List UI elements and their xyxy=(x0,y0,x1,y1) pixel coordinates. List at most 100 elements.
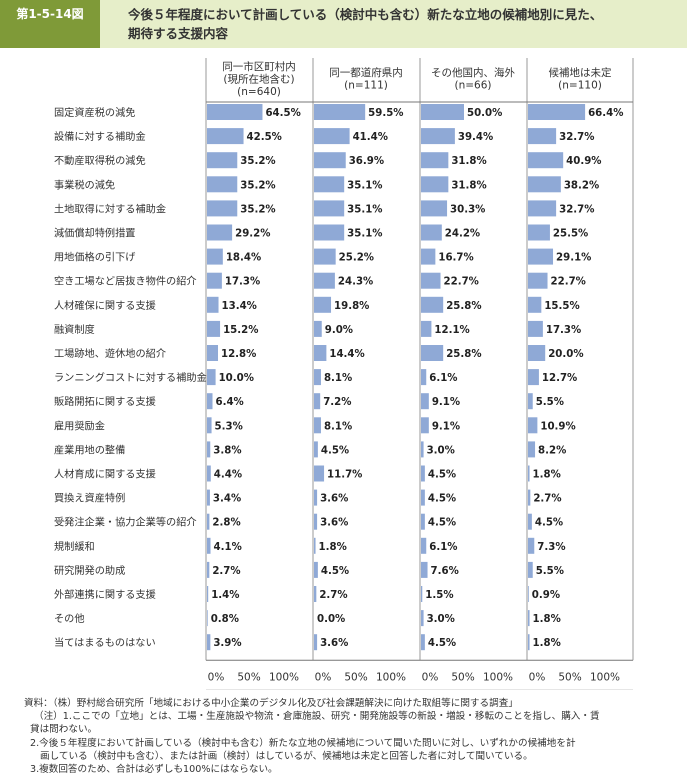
bar-r2-s2 xyxy=(314,128,350,145)
value-label-r12-s4: 12.7% xyxy=(542,373,577,384)
value-label-r3-s4: 40.9% xyxy=(566,156,601,167)
figure-title-line-2: 期待する支援内容 xyxy=(128,26,229,41)
value-label-r23-s2: 3.6% xyxy=(320,638,348,649)
category-label-11: 工場跡地、遊休地の紹介 xyxy=(54,347,166,360)
value-label-r7-s4: 29.1% xyxy=(556,253,591,264)
bar-r17-s2 xyxy=(314,489,318,506)
value-label-r19-s2: 1.8% xyxy=(319,542,347,553)
category-label-15: 産業用地の整備 xyxy=(54,443,125,456)
bar-r2-s4 xyxy=(528,128,557,145)
category-label-8: 空き工場など居抜き物件の紹介 xyxy=(54,275,197,288)
value-label-r13-s4: 5.5% xyxy=(536,397,564,408)
bar-r6-s3 xyxy=(421,224,442,241)
series-header-3-line-2: (n=66) xyxy=(454,80,491,92)
value-label-r17-s4: 2.7% xyxy=(533,494,561,505)
figure-label: 第1-5-14図 xyxy=(0,0,100,48)
bar-r11-s1 xyxy=(207,345,219,361)
x-tick-2-1: 0% xyxy=(315,671,332,683)
bar-r7-s4 xyxy=(528,248,554,265)
value-label-r3-s2: 36.9% xyxy=(349,156,384,167)
bar-r21-s1 xyxy=(207,586,209,602)
value-label-r5-s3: 30.3% xyxy=(450,204,485,215)
x-tick-3-2: 50% xyxy=(451,671,474,683)
value-label-r10-s3: 12.1% xyxy=(434,325,469,336)
bar-r23-s4 xyxy=(528,634,530,651)
value-label-r17-s3: 4.5% xyxy=(428,494,456,505)
bar-r21-s3 xyxy=(421,586,423,602)
bar-r23-s3 xyxy=(421,634,425,651)
value-label-r12-s3: 6.1% xyxy=(429,373,457,384)
category-label-9: 人材確保に関する支援 xyxy=(54,299,156,312)
bar-r16-s1 xyxy=(207,465,211,482)
series-header-2-line-2: (n=111) xyxy=(344,80,388,92)
figure-header: 第1-5-14図 今後５年程度において計画している（検討中も含む）新たな立地の候… xyxy=(0,0,687,48)
bar-r20-s3 xyxy=(421,561,428,578)
value-label-r5-s1: 35.2% xyxy=(240,204,275,215)
category-label-23: 当てはまるものはない xyxy=(54,636,156,649)
bar-r20-s4 xyxy=(528,561,533,578)
value-label-r15-s2: 4.5% xyxy=(321,445,349,456)
bar-r12-s1 xyxy=(207,369,216,386)
bar-r7-s1 xyxy=(207,248,223,265)
bar-r1-s2 xyxy=(314,104,366,120)
x-tick-3-3: 100% xyxy=(483,671,513,683)
bar-r19-s2 xyxy=(314,537,316,554)
bar-r11-s3 xyxy=(421,345,444,361)
bar-r5-s3 xyxy=(421,200,448,217)
x-tick-4-1: 0% xyxy=(529,671,546,683)
value-label-r8-s2: 24.3% xyxy=(338,277,373,288)
bar-r19-s1 xyxy=(207,537,211,554)
value-label-r13-s3: 9.1% xyxy=(432,397,460,408)
value-label-r19-s3: 6.1% xyxy=(429,542,457,553)
note-2b: 画している（検討中も含む）、または計画（検討）はしているが、候補地は未定と回答し… xyxy=(40,750,533,762)
series-header-1-line-3: (n=640) xyxy=(237,86,281,98)
note-3: 3.複数回答のため、合計は必ずしも100%にはならない。 xyxy=(30,764,278,776)
category-label-21: 外部連携に関する支援 xyxy=(54,588,156,601)
value-label-r15-s1: 3.8% xyxy=(213,445,241,456)
bar-r13-s1 xyxy=(207,393,213,410)
category-label-7: 用地価格の引下げ xyxy=(54,251,136,264)
bar-r5-s2 xyxy=(314,200,345,217)
value-label-r4-s4: 38.2% xyxy=(564,180,599,191)
bar-r15-s2 xyxy=(314,441,318,458)
value-label-r8-s3: 22.7% xyxy=(444,277,479,288)
bar-r10-s2 xyxy=(314,320,322,337)
bar-r8-s1 xyxy=(207,272,222,289)
bar-r4-s3 xyxy=(421,176,449,193)
value-label-r18-s2: 3.6% xyxy=(320,518,348,529)
category-label-18: 受発注企業・協力企業等の紹介 xyxy=(54,516,197,529)
value-label-r10-s2: 9.0% xyxy=(325,325,353,336)
series-header-2-line-1: 同一都道府県内 xyxy=(329,66,403,79)
value-label-r18-s1: 2.8% xyxy=(212,518,240,529)
value-label-r20-s4: 5.5% xyxy=(536,566,564,577)
bar-r5-s1 xyxy=(207,200,238,217)
bar-r21-s2 xyxy=(314,586,317,602)
x-tick-3-1: 0% xyxy=(422,671,439,683)
category-label-6: 減価償却特例措置 xyxy=(54,227,136,240)
bar-r20-s1 xyxy=(207,561,210,578)
value-label-r13-s1: 6.4% xyxy=(216,397,244,408)
value-label-r17-s2: 3.6% xyxy=(320,494,348,505)
value-label-r12-s1: 10.0% xyxy=(219,373,254,384)
category-label-5: 土地取得に対する補助金 xyxy=(54,202,166,215)
value-label-r23-s3: 4.5% xyxy=(428,638,456,649)
value-label-r7-s1: 18.4% xyxy=(226,253,261,264)
value-label-r8-s4: 22.7% xyxy=(551,277,586,288)
value-label-r2-s1: 42.5% xyxy=(247,132,282,143)
value-label-r3-s3: 31.8% xyxy=(451,156,486,167)
bar-chart: 同一市区町村内(現所在地含む)(n=640) 同一都道府県内(n=111) その他国… xyxy=(54,58,634,690)
bar-r12-s2 xyxy=(314,369,321,386)
value-label-r4-s3: 31.8% xyxy=(451,180,486,191)
value-label-r1-s2: 59.5% xyxy=(368,108,403,119)
bar-r9-s3 xyxy=(421,296,444,313)
value-label-r16-s4: 1.8% xyxy=(533,470,561,481)
value-label-r4-s1: 35.2% xyxy=(240,180,275,191)
source-note: 資料：（株）野村総合研究所「地域における中小企業のデジタル化及び社会課題解決に向… xyxy=(24,698,518,709)
value-label-r10-s4: 17.3% xyxy=(546,325,581,336)
value-label-r9-s2: 19.8% xyxy=(334,301,369,312)
bar-r10-s1 xyxy=(207,320,221,337)
bar-r17-s4 xyxy=(528,489,531,506)
value-label-r21-s4: 0.9% xyxy=(532,590,560,601)
bar-r4-s2 xyxy=(314,176,345,193)
bar-r4-s4 xyxy=(528,176,561,193)
